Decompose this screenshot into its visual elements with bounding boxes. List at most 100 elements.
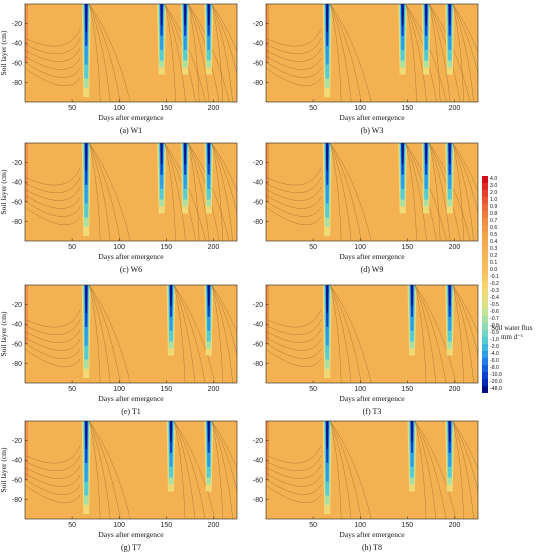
plot-frame	[24, 3, 238, 103]
y-tick-label: -60	[253, 477, 263, 484]
panel-caption: (b) W3	[360, 126, 384, 135]
x-tick-label: 50	[309, 522, 317, 529]
chart-panel: -20 -40 -60 -80 50 100 150 200 Days after emerge…	[241, 142, 483, 267]
legend-swatch	[482, 281, 488, 288]
legend-label: 0.4	[490, 239, 498, 245]
y-tick-label: -60	[253, 60, 263, 67]
legend-title-text: Soil water flux	[491, 324, 533, 332]
irrigation-flux-plume	[322, 285, 372, 383]
legend-label: 0.3	[490, 246, 498, 252]
irrigation-flux-plume	[445, 143, 478, 241]
legend-label: -0.3	[490, 288, 499, 294]
panel-caption: (g) T7	[120, 543, 142, 552]
x-axis-label: Days after emergence	[98, 252, 164, 261]
legend-entry: -0.1	[482, 274, 538, 281]
x-tick-label: 50	[68, 244, 76, 251]
legend-label: 0.5	[490, 232, 498, 238]
y-tick-label: -20	[12, 302, 22, 309]
contour-line	[25, 56, 81, 70]
contour-line	[266, 309, 322, 328]
legend-label: -48.0	[490, 386, 502, 392]
legend-label: -0.7	[490, 316, 499, 322]
legend-label: -0.5	[490, 302, 499, 308]
legend-entry: 0.9	[482, 204, 538, 211]
contour-line	[25, 201, 81, 217]
legend-swatch	[482, 225, 488, 232]
x-axis-label: Days after emergence	[339, 252, 405, 261]
legend-swatch	[482, 232, 488, 239]
y-tick-label: -40	[12, 458, 22, 465]
x-tick-label: 200	[449, 522, 461, 529]
legend-swatch	[482, 386, 488, 393]
contour-line	[25, 485, 81, 503]
contour-line	[25, 329, 81, 343]
irrigation-flux-plume	[398, 143, 447, 241]
contour-line	[25, 195, 81, 209]
contour-line	[25, 187, 81, 201]
heatmap-background	[266, 421, 478, 519]
heatmap-background	[25, 421, 237, 519]
x-tick-label: 100	[354, 105, 366, 112]
heatmap-background	[266, 143, 478, 241]
y-tick-label: -60	[12, 341, 22, 348]
contour-line	[25, 337, 81, 351]
irrigation-flux-plume	[407, 285, 457, 383]
y-tick-label: -40	[253, 180, 263, 187]
y-tick-label: -60	[253, 199, 263, 206]
contour-line	[266, 62, 322, 78]
x-tick-label: 200	[208, 522, 220, 529]
x-tick-label: 200	[449, 386, 461, 393]
x-tick-label: 100	[354, 386, 366, 393]
boundary-flux-band	[25, 285, 28, 344]
x-tick-label: 150	[401, 244, 413, 251]
boundary-flux-band	[266, 143, 269, 202]
contour-line	[266, 187, 322, 201]
y-tick-label: -20	[12, 438, 22, 445]
irrigation-flux-plume	[204, 421, 237, 519]
panel-caption: (d) W9	[360, 265, 384, 274]
contour-line	[25, 167, 81, 186]
irrigation-flux-plume	[81, 421, 131, 519]
heatmap-background	[25, 4, 237, 102]
legend-label: -6.0	[490, 358, 499, 364]
contour-line	[266, 349, 322, 367]
contour-line	[266, 319, 322, 335]
irrigation-flux-plume	[421, 4, 471, 102]
y-tick-label: -60	[12, 477, 22, 484]
legend-swatch	[482, 176, 488, 183]
x-axis-label: Days after emergence	[98, 113, 164, 122]
legend-entry: -0.6	[482, 309, 538, 316]
x-tick-label: 50	[68, 105, 76, 112]
contour-line	[266, 177, 322, 193]
y-tick-label: -40	[253, 322, 263, 329]
legend-swatch	[482, 351, 488, 358]
heatmap-background	[266, 285, 478, 383]
legend-label: -0.1	[490, 274, 499, 280]
y-tick-label: -80	[253, 219, 263, 226]
y-axis-label: Soil layer (cm)	[0, 30, 8, 75]
legend-swatch	[482, 274, 488, 281]
contour-line	[266, 473, 322, 487]
contour-line	[266, 445, 322, 464]
legend-label: 1.0	[490, 197, 498, 203]
colorbar-legend: 4.0 3.0 2.0 1.0 0.9 0.8 0.7 0.6 0.5 0.4 0.3 0.2 0.1 0…	[482, 176, 538, 393]
y-tick-label: -80	[253, 361, 263, 368]
y-tick-label: -80	[12, 361, 22, 368]
irrigation-flux-plume	[81, 285, 131, 383]
contour-line	[266, 167, 322, 186]
plot-frame	[24, 142, 238, 242]
x-tick-label: 150	[160, 386, 172, 393]
legend-entry: -0.5	[482, 302, 538, 309]
x-tick-label: 50	[309, 244, 317, 251]
legend-entry: -0.7	[482, 316, 538, 323]
heatmap-svg: -20 -40 -60 -80 50 100 150 200 Days after emerge…	[0, 3, 238, 122]
contour-line	[266, 201, 322, 217]
legend-label: 3.0	[490, 183, 498, 189]
legend-swatch	[482, 260, 488, 267]
boundary-flux-band	[25, 4, 28, 63]
legend-label: -10.0	[490, 372, 502, 378]
y-tick-label: -80	[253, 80, 263, 87]
contour-line	[266, 207, 322, 225]
panel-caption: (e) T1	[121, 407, 141, 416]
legend-swatch	[482, 218, 488, 225]
